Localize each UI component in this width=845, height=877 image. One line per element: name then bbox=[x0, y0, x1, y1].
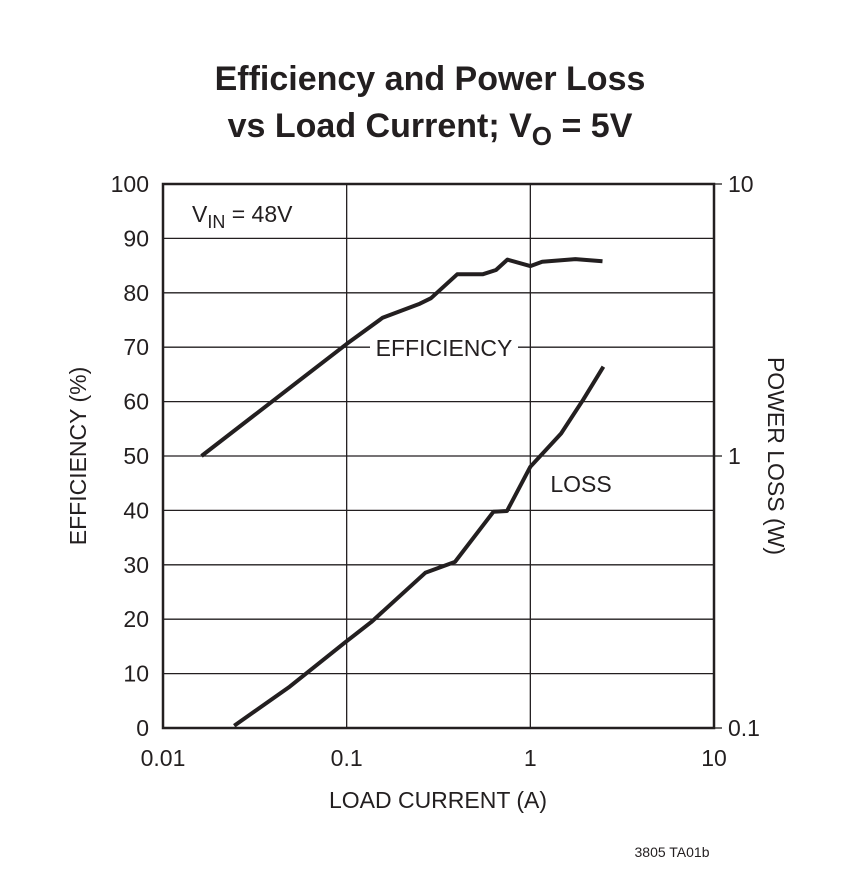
chart-title-line1: Efficiency and Power Loss bbox=[215, 60, 646, 98]
loss-curve bbox=[233, 365, 606, 728]
figure-id-footer: 3805 TA01b bbox=[635, 844, 710, 860]
x-tick-label: 10 bbox=[701, 745, 727, 771]
series-group bbox=[200, 257, 606, 728]
y-tick-label: 30 bbox=[123, 552, 149, 578]
x-tick-label: 0.1 bbox=[331, 745, 363, 771]
y-tick-label: 20 bbox=[123, 606, 149, 632]
efficiency-label-bg bbox=[370, 332, 518, 362]
y-tick-label: 90 bbox=[123, 225, 149, 251]
vin-prefix: V bbox=[192, 201, 208, 227]
y-tick-label: 80 bbox=[123, 280, 149, 306]
vin-subscript: IN bbox=[207, 212, 225, 232]
y-tick-label: 0 bbox=[136, 715, 149, 741]
vin-annotation: VIN = 48V bbox=[192, 201, 293, 232]
y-tick-label: 100 bbox=[111, 171, 149, 197]
x-tick-label: 1 bbox=[524, 745, 537, 771]
title-suffix: = 5V bbox=[552, 107, 633, 145]
y-tick-label: 10 bbox=[123, 661, 149, 687]
y-tick-label: 50 bbox=[123, 443, 149, 469]
title-subscript: O bbox=[532, 121, 552, 151]
y-tick-label: 60 bbox=[123, 389, 149, 415]
efficiency-curve bbox=[200, 257, 603, 458]
y2-axis-label: POWER LOSS (W) bbox=[763, 357, 789, 555]
grid bbox=[161, 182, 722, 730]
y2-tick-label: 10 bbox=[728, 171, 754, 197]
y2-tick-label: 0.1 bbox=[728, 715, 760, 741]
title-prefix: vs Load Current; V bbox=[228, 107, 532, 145]
plot-frame bbox=[161, 182, 716, 730]
loss-series-label: LOSS bbox=[550, 471, 611, 497]
y-tick-label: 40 bbox=[123, 497, 149, 523]
y-axis-label: EFFICIENCY (%) bbox=[65, 367, 91, 545]
efficiency-series-label: EFFICIENCY bbox=[376, 335, 513, 361]
y-tick-label: 70 bbox=[123, 334, 149, 360]
y2-tick-label: 1 bbox=[728, 443, 741, 469]
chart-title-line2: vs Load Current; VO = 5V bbox=[228, 107, 633, 151]
vin-suffix: = 48V bbox=[225, 201, 293, 227]
x-tick-label: 0.01 bbox=[141, 745, 186, 771]
x-axis-label: LOAD CURRENT (A) bbox=[329, 787, 547, 813]
